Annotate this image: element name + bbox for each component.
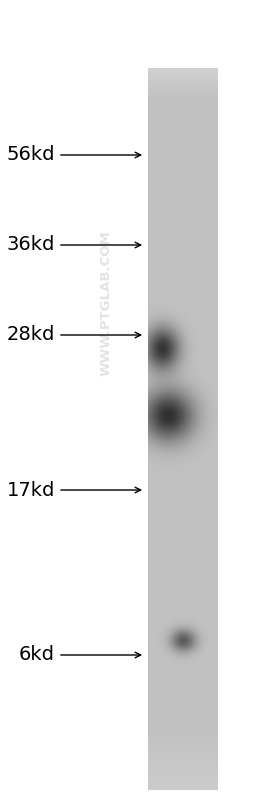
- Bar: [218, 0, 280, 799]
- Text: WWW.PTGLAB.COM: WWW.PTGLAB.COM: [100, 231, 113, 376]
- Text: 6kd: 6kd: [19, 646, 55, 665]
- Bar: [0, 0, 148, 799]
- Text: 28kd: 28kd: [7, 325, 55, 344]
- Text: 56kd: 56kd: [6, 145, 55, 165]
- Text: 17kd: 17kd: [7, 480, 55, 499]
- Text: 36kd: 36kd: [7, 236, 55, 255]
